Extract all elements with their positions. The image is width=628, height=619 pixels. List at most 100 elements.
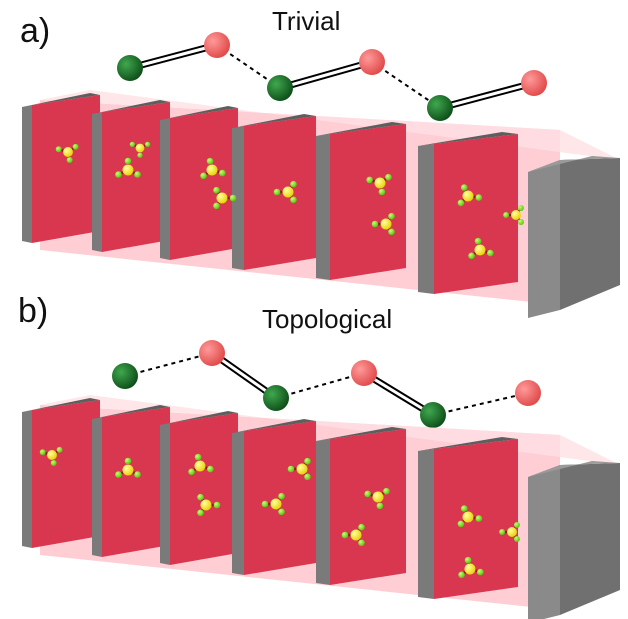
barrier-face: [32, 95, 100, 243]
atom-red: [204, 32, 230, 58]
barrier-edge: [418, 144, 434, 294]
ligand-atom: [207, 465, 214, 473]
central-atom: [380, 218, 392, 230]
barrier-top: [160, 411, 238, 425]
barrier-face: [170, 108, 238, 260]
central-atom: [350, 529, 362, 541]
ligand-atom: [134, 171, 141, 178]
molecule: [188, 453, 214, 476]
end-block-top: [528, 156, 620, 172]
double-bond-line: [364, 370, 435, 414]
atom-red: [199, 340, 225, 366]
barrier-wall: [92, 100, 170, 252]
ligand-atom: [194, 453, 202, 461]
channel-top: [40, 395, 620, 465]
molecule: [499, 522, 520, 542]
channel-end-block: [528, 461, 620, 619]
molecule: [341, 523, 365, 547]
ligand-atom: [72, 143, 79, 150]
molecule: [39, 446, 63, 466]
ligand-atom: [460, 184, 468, 191]
double-bond-line: [279, 58, 372, 87]
barrier-top: [22, 93, 100, 107]
ligand-atom: [206, 157, 214, 165]
central-atom: [135, 143, 145, 153]
ligand-atom: [290, 180, 297, 188]
central-atom: [474, 244, 486, 256]
ligand-atom: [50, 460, 57, 466]
ligand-atom: [273, 188, 281, 196]
atom-green: [427, 95, 453, 121]
atom-green: [263, 385, 289, 411]
ligand-atom: [364, 490, 371, 498]
molecule: [366, 173, 392, 196]
central-atom: [200, 499, 212, 511]
double-bond-line: [130, 46, 218, 72]
ligand-atom: [129, 141, 136, 148]
barrier-wall: [316, 427, 406, 585]
end-block-side: [560, 158, 620, 310]
ligand-atom: [124, 457, 132, 465]
ligand-atom: [475, 515, 483, 522]
molecule: [261, 492, 285, 516]
ligand-atom: [366, 176, 373, 184]
atom-red: [521, 70, 547, 96]
barrier-face: [434, 134, 518, 294]
molecule: [55, 143, 79, 163]
barrier-wall: [160, 106, 238, 260]
barrier-wall: [418, 132, 518, 294]
ligand-atom: [144, 141, 151, 148]
ligand-atom: [229, 194, 237, 202]
barrier-top: [92, 100, 170, 114]
molecule: [213, 186, 237, 210]
ligand-atom: [66, 157, 73, 163]
barrier-top: [418, 437, 518, 451]
ligand-atom: [56, 446, 63, 453]
channel-top: [40, 90, 620, 160]
barrier-top: [316, 122, 406, 136]
barrier-edge: [92, 417, 102, 557]
ligand-atom: [213, 202, 220, 210]
ligand-atom: [503, 212, 510, 218]
central-atom: [296, 463, 308, 475]
atom-green: [420, 402, 446, 428]
ligand-atom: [115, 471, 122, 478]
barrier-face: [330, 124, 406, 280]
panel-b-label: b): [18, 292, 49, 330]
barrier-wall: [22, 93, 100, 243]
atom-red: [351, 360, 377, 386]
ligand-atom: [371, 220, 379, 228]
channel-end-block: [528, 156, 620, 318]
double-bond-line: [439, 79, 534, 107]
dashed-bond: [124, 352, 213, 377]
panel-a-trivial: [22, 32, 620, 318]
atom-green: [117, 55, 143, 81]
ligand-atom: [517, 205, 524, 211]
central-atom: [122, 464, 134, 476]
panel-a-title: Trivial: [272, 6, 341, 36]
ligand-atom: [213, 186, 220, 194]
double-bond-line: [440, 84, 535, 112]
ligand-atom: [290, 196, 297, 204]
panel-a-label: a): [20, 12, 51, 50]
central-atom: [372, 491, 384, 503]
molecule: [273, 180, 297, 204]
barrier-top: [316, 427, 406, 441]
central-atom: [206, 164, 218, 176]
barrier-edge: [22, 410, 32, 548]
end-block-front: [528, 465, 560, 619]
double-bond-line: [212, 350, 279, 397]
central-atom: [462, 511, 474, 523]
end-block-side: [560, 463, 620, 615]
barrier-top: [232, 419, 316, 433]
ligand-atom: [388, 228, 395, 236]
ligand-atom: [464, 556, 472, 564]
central-atom: [511, 210, 521, 220]
end-block-top: [528, 461, 620, 477]
central-atom: [507, 527, 517, 537]
ligand-atom: [219, 169, 226, 177]
ligand-atom: [460, 505, 468, 512]
ligand-atom: [517, 219, 524, 225]
double-bond-line: [280, 63, 373, 92]
barrier-edge: [160, 118, 170, 260]
